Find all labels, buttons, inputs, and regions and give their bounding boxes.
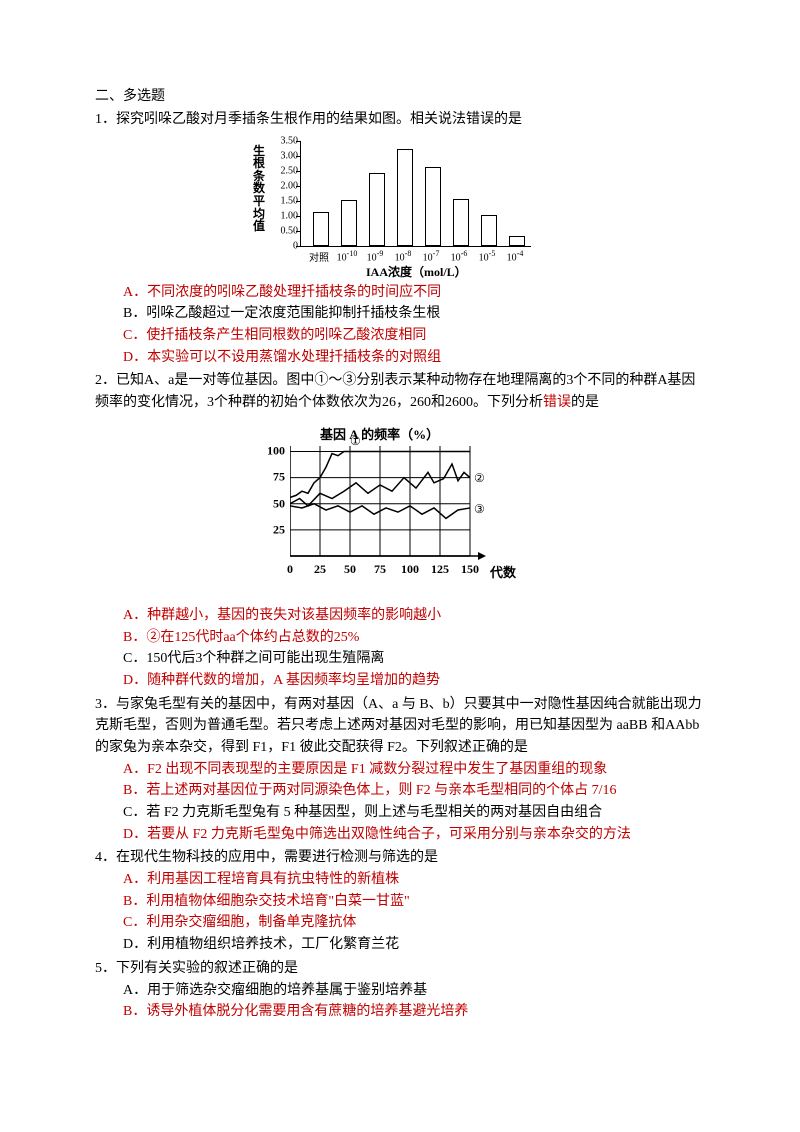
q4-num: 4．	[95, 850, 116, 865]
q4-body: 在现代生物科技的应用中，需要进行检测与筛选的是	[116, 850, 438, 865]
q2-opt-b: B．②在125代时aa个体约占总数的25%	[123, 627, 705, 649]
line-chart-title: 基因 A 的频率（%）	[320, 424, 439, 443]
q4-opt-d: D．利用植物组织培养技术，工厂化繁育兰花	[123, 934, 705, 956]
q5-num: 5．	[95, 961, 116, 976]
bar	[369, 173, 385, 246]
bar-xtick: 10-6	[451, 249, 468, 263]
q4-opt-b: B．利用植物体细胞杂交技术培育"白菜一甘蓝"	[123, 891, 705, 913]
q3-body: 与家兔毛型有关的基因中，有两对基因（A、a 与 B、b）只要其中一对隐性基因纯合…	[95, 697, 702, 755]
bar	[509, 236, 525, 246]
bar-xtick: 10-4	[507, 249, 524, 263]
bar-ytick: 1.50	[268, 195, 298, 206]
page: 二、多选题 1．探究吲哚乙酸对月季插条生根作用的结果如图。相关说法错误的是 生根…	[0, 0, 800, 1065]
q3-text: 3．与家兔毛型有关的基因中，有两对基因（A、a 与 B、b）只要其中一对隐性基因…	[95, 694, 705, 759]
q4-opt-a: A．利用基因工程培育具有抗虫特性的新植株	[123, 869, 705, 891]
line-ytick: 100	[260, 444, 285, 459]
line-chart: 基因 A 的频率（%） 25 50 75 100 0 25 50 75 100 125 150 代数 ① ②…	[260, 424, 540, 594]
bar-ytick: 3.50	[268, 135, 298, 146]
bar-ytick: 0.50	[268, 225, 298, 236]
question-1: 1．探究吲哚乙酸对月季插条生根作用的结果如图。相关说法错误的是 生根条数平均值0…	[95, 109, 705, 368]
line-xtick: 50	[344, 562, 356, 577]
q5-opt-b: B．诱导外植体脱分化需要用含有蔗糖的培养基避光培养	[123, 1001, 705, 1023]
bar-chart: 生根条数平均值00.501.001.502.002.503.003.50对照10…	[260, 141, 540, 271]
q4-opt-c: C．利用杂交瘤细胞，制备单克隆抗体	[123, 912, 705, 934]
line-xtick: 75	[374, 562, 386, 577]
bar	[453, 199, 469, 246]
bar-axes	[300, 141, 531, 247]
bar	[481, 215, 497, 246]
line-ytick: 25	[260, 522, 285, 537]
bar-xtick: 10-10	[337, 249, 358, 263]
q3-options: A．F2 出现不同表现型的主要原因是 F1 减数分裂过程中发生了基因重组的现象 …	[95, 759, 705, 846]
bar-xtick: 10-5	[479, 249, 496, 263]
question-2: 2．已知A、a是一对等位基因。图中①～③分别表示某种动物存在地理隔离的3个不同的…	[95, 370, 705, 691]
series-label-2: ②	[474, 471, 485, 486]
q2-num: 2．	[95, 373, 116, 388]
bar	[313, 212, 329, 246]
bar-xtick: 10-9	[367, 249, 384, 263]
bar-ytick: 2.00	[268, 180, 298, 191]
bar-xtick: 10-7	[423, 249, 440, 263]
q1-options: A．不同浓度的吲哚乙酸处理扦插枝条的时间应不同 B．吲哚乙酸超过一定浓度范围能抑…	[95, 282, 705, 369]
q5-body: 下列有关实验的叙述正确的是	[116, 961, 298, 976]
q2-body: 已知A、a是一对等位基因。图中①～③分别表示某种动物存在地理隔离的3个不同的种群…	[95, 373, 695, 410]
q1-num: 1．	[95, 112, 116, 127]
q1-opt-d: D．本实验可以不设用蒸馏水处理扦插枝条的对照组	[123, 347, 705, 369]
bar-x-axis-label: IAA浓度（mol/L）	[366, 263, 467, 280]
q2-text: 2．已知A、a是一对等位基因。图中①～③分别表示某种动物存在地理隔离的3个不同的…	[95, 370, 705, 413]
q2-options: A．种群越小，基因的丧失对该基因频率的影响越小 B．②在125代时aa个体约占总…	[95, 605, 705, 692]
bar	[341, 200, 357, 246]
bar-xtick: 10-8	[395, 249, 412, 263]
bar-ytick: 0	[268, 240, 298, 251]
section-title: 二、多选题	[95, 85, 705, 105]
q1-body: 探究吲哚乙酸对月季插条生根作用的结果如图。相关说法错误的是	[116, 112, 522, 127]
line-x-axis-title: 代数	[490, 562, 516, 581]
q4-text: 4．在现代生物科技的应用中，需要进行检测与筛选的是	[95, 847, 705, 869]
question-4: 4．在现代生物科技的应用中，需要进行检测与筛选的是 A．利用基因工程培育具有抗虫…	[95, 847, 705, 955]
bar-chart-container: 生根条数平均值00.501.001.502.002.503.003.50对照10…	[95, 141, 705, 276]
q1-opt-a: A．不同浓度的吲哚乙酸处理扦插枝条的时间应不同	[123, 282, 705, 304]
bar	[425, 167, 441, 246]
line-chart-container: 基因 A 的频率（%） 25 50 75 100 0 25 50 75 100 125 150 代数 ① ②…	[95, 424, 705, 599]
q3-opt-a: A．F2 出现不同表现型的主要原因是 F1 减数分裂过程中发生了基因重组的现象	[123, 759, 705, 781]
line-ytick: 75	[260, 470, 285, 485]
q1-text: 1．探究吲哚乙酸对月季插条生根作用的结果如图。相关说法错误的是	[95, 109, 705, 131]
bar-ytick: 2.50	[268, 165, 298, 176]
line-xtick: 125	[431, 562, 449, 577]
bar-xtick: 对照	[309, 249, 329, 264]
series-label-3: ③	[474, 502, 485, 517]
line-xtick: 150	[461, 562, 479, 577]
bar	[397, 149, 413, 246]
question-3: 3．与家兔毛型有关的基因中，有两对基因（A、a 与 B、b）只要其中一对隐性基因…	[95, 694, 705, 846]
line-xtick: 100	[401, 562, 419, 577]
q5-opt-a: A．用于筛选杂交瘤细胞的培养基属于鉴别培养基	[123, 980, 705, 1002]
q3-opt-c: C．若 F2 力克斯毛型兔有 5 种基因型，则上述与毛型相关的两对基因自由组合	[123, 802, 705, 824]
q4-options: A．利用基因工程培育具有抗虫特性的新植株 B．利用植物体细胞杂交技术培育"白菜一…	[95, 869, 705, 956]
q3-opt-b: B．若上述两对基因位于两对同源染色体上，则 F2 与亲本毛型相同的个体占 7/1…	[123, 780, 705, 802]
line-ytick: 50	[260, 496, 285, 511]
q2-red: 错误	[543, 395, 571, 410]
q5-text: 5．下列有关实验的叙述正确的是	[95, 958, 705, 980]
q1-opt-b: B．吲哚乙酸超过一定浓度范围能抑制扦插枝条生根	[123, 303, 705, 325]
bar-ytick: 1.00	[268, 210, 298, 221]
q1-opt-c: C．使扦插枝条产生相同根数的吲哚乙酸浓度相同	[123, 325, 705, 347]
q3-opt-d: D．若要从 F2 力克斯毛型兔中筛选出双隐性纯合子，可采用分别与亲本杂交的方法	[123, 824, 705, 846]
q2-opt-d: D．随种群代数的增加，A 基因频率均呈增加的趋势	[123, 670, 705, 692]
q2-opt-c: C．150代后3个种群之间可能出现生殖隔离	[123, 648, 705, 670]
line-xtick: 25	[314, 562, 326, 577]
q2-tail: 的是	[571, 395, 599, 410]
q3-num: 3．	[95, 697, 116, 712]
question-5: 5．下列有关实验的叙述正确的是 A．用于筛选杂交瘤细胞的培养基属于鉴别培养基 B…	[95, 958, 705, 1023]
bar-ytick: 3.00	[268, 150, 298, 161]
line-xtick: 0	[287, 562, 293, 577]
q5-options: A．用于筛选杂交瘤细胞的培养基属于鉴别培养基 B．诱导外植体脱分化需要用含有蔗糖…	[95, 980, 705, 1023]
q2-opt-a: A．种群越小，基因的丧失对该基因频率的影响越小	[123, 605, 705, 627]
bar-y-axis-label: 生根条数平均值	[252, 145, 266, 233]
series-label-1: ①	[350, 434, 361, 449]
